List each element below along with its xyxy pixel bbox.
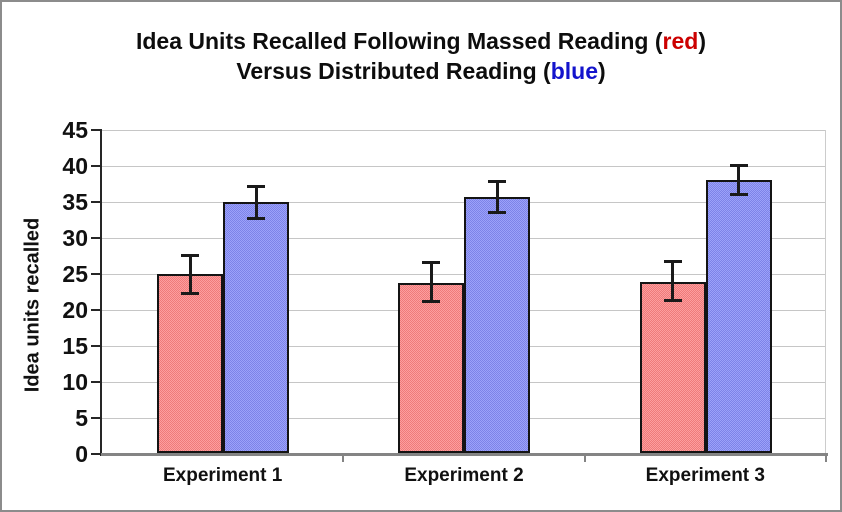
- error-bar-distributed-experiment-2-cap-bottom: [488, 210, 507, 214]
- error-bar-massed-experiment-2-cap-bottom: [422, 300, 441, 304]
- gridline: [102, 166, 826, 167]
- error-bar-massed-experiment-3-cap-top: [663, 260, 682, 264]
- y-tick-label: 30: [62, 225, 88, 251]
- y-axis-tick: [91, 453, 100, 455]
- error-bar-massed-experiment-1-cap-top: [181, 254, 199, 258]
- bar-distributed-experiment-1: [223, 202, 289, 453]
- x-category-label: Experiment 3: [645, 465, 765, 486]
- y-tick-label: 5: [75, 405, 88, 431]
- y-axis-tick: [91, 345, 100, 347]
- y-axis-tick: [91, 381, 100, 383]
- gridline: [102, 202, 826, 203]
- error-bar-massed-experiment-1-cap-bottom: [181, 292, 199, 296]
- error-bar-massed-experiment-2-line: [429, 262, 433, 303]
- y-axis-tick: [91, 237, 100, 239]
- x-axis-line: [101, 453, 828, 456]
- bar-massed-experiment-2: [398, 282, 465, 453]
- y-tick-label: 40: [62, 153, 88, 179]
- title-red-legend-word: red: [662, 28, 699, 54]
- y-axis-tick: [91, 273, 100, 275]
- title-line1-post: ): [698, 28, 706, 54]
- bar-massed-experiment-1: [157, 274, 223, 453]
- error-bar-distributed-experiment-2-line: [495, 181, 499, 213]
- y-tick-label: 35: [62, 189, 88, 215]
- chart-title-line2: Versus Distributed Reading (blue): [2, 56, 840, 86]
- y-tick-label: 25: [62, 261, 88, 287]
- bar-distributed-experiment-2: [464, 196, 531, 453]
- y-axis-line: [100, 129, 102, 456]
- bar-distributed-experiment-3: [705, 180, 772, 453]
- title-line1-pre: Idea Units Recalled Following Massed Rea…: [135, 28, 663, 54]
- error-bar-distributed-experiment-1-cap-top: [247, 185, 265, 189]
- x-axis-tick: [342, 456, 345, 462]
- y-axis-tick: [91, 309, 100, 311]
- title-line2-pre: Versus Distributed Reading (: [236, 58, 551, 84]
- title-blue-legend-word: blue: [550, 58, 598, 84]
- y-tick-label: 45: [62, 117, 88, 143]
- y-axis-tick: [91, 417, 100, 419]
- x-axis-tick: [583, 456, 586, 462]
- error-bar-distributed-experiment-2-cap-top: [488, 180, 507, 184]
- error-bar-massed-experiment-2-cap-top: [422, 261, 441, 265]
- y-tick-label: 15: [62, 333, 88, 359]
- bar-massed-experiment-3: [639, 281, 706, 453]
- x-axis-tick: [825, 456, 827, 462]
- error-bar-distributed-experiment-3-cap-top: [729, 163, 748, 167]
- y-tick-label: 10: [62, 369, 88, 395]
- error-bar-distributed-experiment-3-cap-bottom: [729, 192, 748, 196]
- y-tick-label: 20: [62, 297, 88, 323]
- gridline: [102, 130, 826, 131]
- y-axis-tick: [91, 165, 100, 167]
- y-axis-tick: [91, 129, 100, 131]
- gridline: [102, 274, 826, 275]
- error-bar-distributed-experiment-1-cap-bottom: [247, 216, 265, 220]
- error-bar-distributed-experiment-3-line: [737, 164, 741, 195]
- error-bar-distributed-experiment-1-line: [254, 186, 258, 219]
- y-tick-label: 0: [75, 441, 88, 467]
- error-bar-massed-experiment-3-line: [671, 261, 675, 301]
- x-category-label: Experiment 2: [404, 465, 524, 486]
- y-axis-tick: [91, 201, 100, 203]
- x-category-label: Experiment 1: [163, 465, 283, 486]
- chart-title: Idea Units Recalled Following Massed Rea…: [2, 26, 840, 86]
- title-line2-post: ): [598, 58, 606, 84]
- error-bar-massed-experiment-3-cap-bottom: [663, 298, 682, 302]
- error-bar-massed-experiment-1-line: [188, 255, 192, 295]
- gridline: [102, 238, 826, 239]
- plot-right-border: [825, 130, 826, 454]
- chart-title-line1: Idea Units Recalled Following Massed Rea…: [2, 26, 840, 56]
